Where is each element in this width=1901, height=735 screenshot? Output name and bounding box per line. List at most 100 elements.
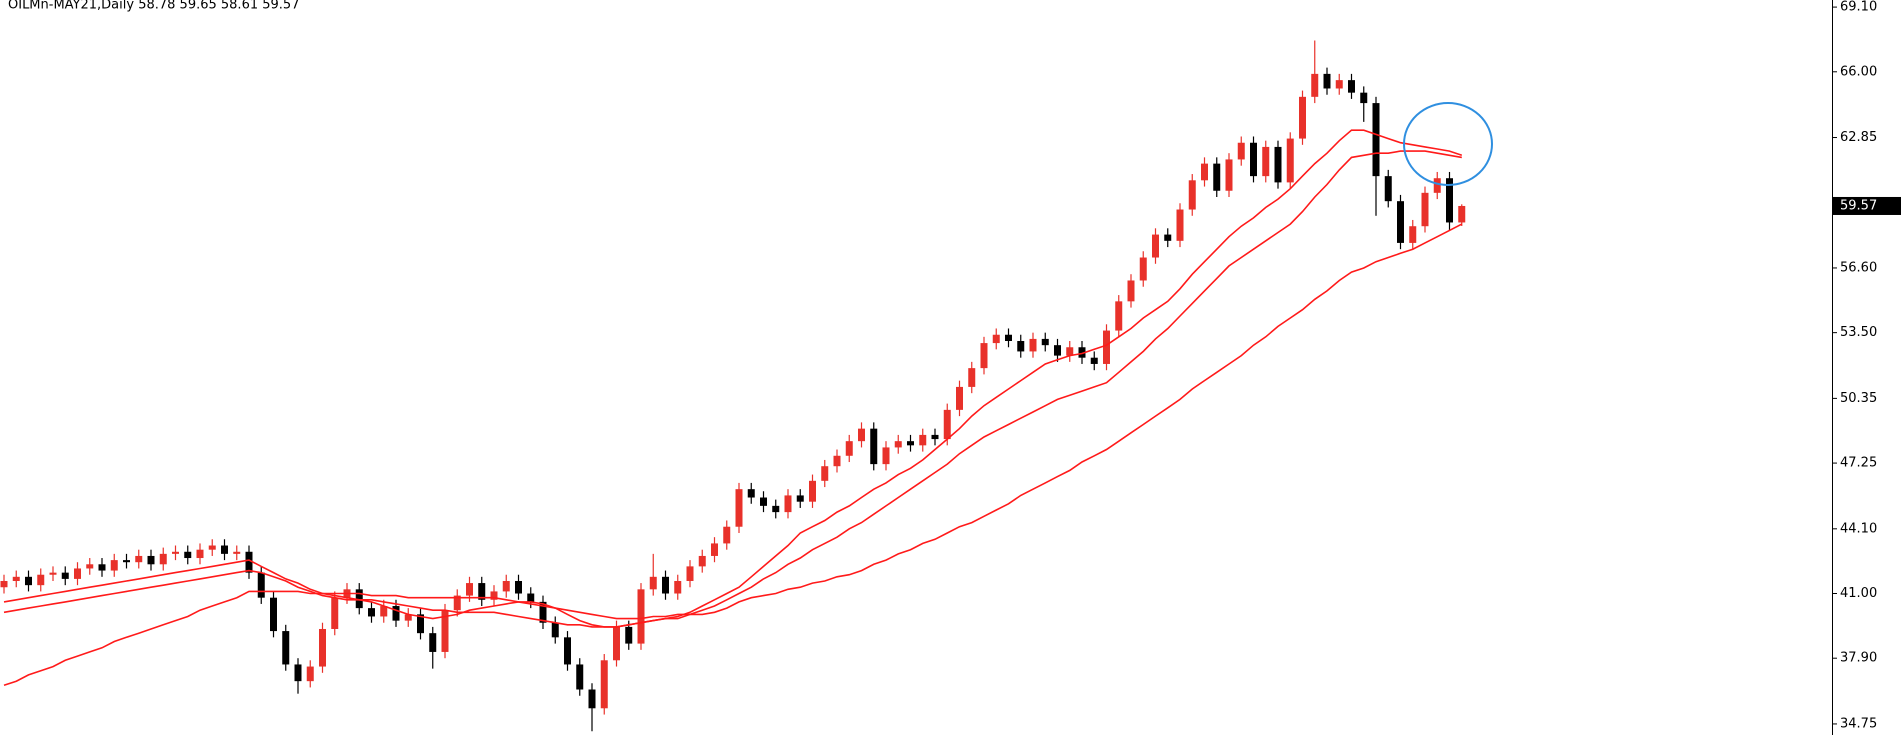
y-tick-label: 37.90 [1840,651,1877,666]
candle-body [1323,73,1331,89]
candle-body [441,610,449,652]
candle-body [637,589,645,644]
candle-body [1458,205,1466,223]
candle-body [368,608,375,617]
candle-body [147,555,155,565]
candle-body [1152,234,1159,258]
candle-body [1335,80,1343,89]
candle-body [172,551,179,554]
highlight-circle [1403,102,1493,186]
candle-body [135,555,143,563]
candle-body [723,526,731,544]
y-tick-label: 66.00 [1840,64,1877,79]
candle-body [98,564,106,571]
candle-body [478,583,486,600]
candle-body [711,543,718,556]
candle-body [221,545,228,554]
candle-body [894,441,902,448]
y-tick-label: 44.10 [1840,521,1877,536]
candle-body [662,576,669,594]
candle-body [943,409,951,440]
candle-body [1188,180,1196,210]
candle-body [1201,163,1208,181]
candle-body [404,614,412,621]
candle-body [1360,92,1368,104]
candle-body [686,566,694,581]
candle-body [833,455,841,467]
candle-body [747,489,755,498]
candle-body [306,666,314,682]
candle-body [392,606,400,621]
candle-body [1103,330,1110,364]
candle-body [772,505,780,513]
moving-average-line [3,150,1462,628]
candle-body [1090,357,1098,364]
candle-body [61,572,69,579]
last-price-label: 59.57 [1840,198,1877,213]
candle-body [809,480,816,502]
candle-body [1384,176,1392,202]
y-tick-label: 41.00 [1840,586,1877,601]
candle-body [1311,73,1319,97]
candle-body [0,580,8,588]
candle-body [196,549,204,559]
candle-body [86,564,94,569]
candle-body [282,631,290,665]
candle-body [968,368,976,387]
candle-body [1078,347,1086,358]
candle-body [858,428,865,442]
y-tick-label: 62.85 [1840,130,1877,145]
candle-body [784,495,792,513]
candle-body [600,660,608,709]
candle-body [1299,96,1306,139]
candle-body [1433,178,1441,193]
candle-body [110,560,118,571]
candle-body [796,495,804,502]
moving-average-line [3,223,1463,687]
candle-body [613,626,620,661]
candle-body [1213,163,1221,191]
candle-body [1139,257,1147,281]
candle-body [821,466,829,481]
candle-body [1421,192,1429,227]
candle-body [294,664,302,682]
candle-body [319,628,326,667]
candle-body [980,343,988,369]
candle-body [698,555,706,567]
y-tick-label: 34.75 [1840,716,1877,731]
candle-body [588,689,596,709]
y-tick-label: 69.10 [1840,0,1877,15]
candle-body [429,633,437,652]
y-tick-label: 56.60 [1840,260,1877,275]
candle-body [539,601,547,623]
candle-body [257,572,265,598]
candle-body [1286,138,1294,183]
candle-body [674,580,682,594]
candle-body [159,553,167,565]
candle-body [956,386,963,410]
candle-body [882,447,890,465]
candle-body [184,551,192,559]
candle-body [1005,334,1012,341]
y-tick-label: 53.50 [1840,325,1877,340]
candle-body [992,334,1000,344]
candle-body [576,664,584,690]
candle-body [12,576,20,581]
candle-body [49,572,57,575]
candle-body [502,580,510,592]
candle-body [1409,226,1417,243]
candle-body [527,593,535,602]
candle-body [1041,338,1049,346]
candle-body [208,545,216,550]
moving-average-line [3,129,1463,628]
candle-body [919,434,927,446]
candle-body [1029,338,1037,352]
candle-body [1397,201,1404,243]
candle-body [1237,142,1245,160]
candle-body [37,574,45,586]
candle-body [490,591,498,600]
candle-body [1054,345,1061,356]
candle-body [270,597,277,632]
